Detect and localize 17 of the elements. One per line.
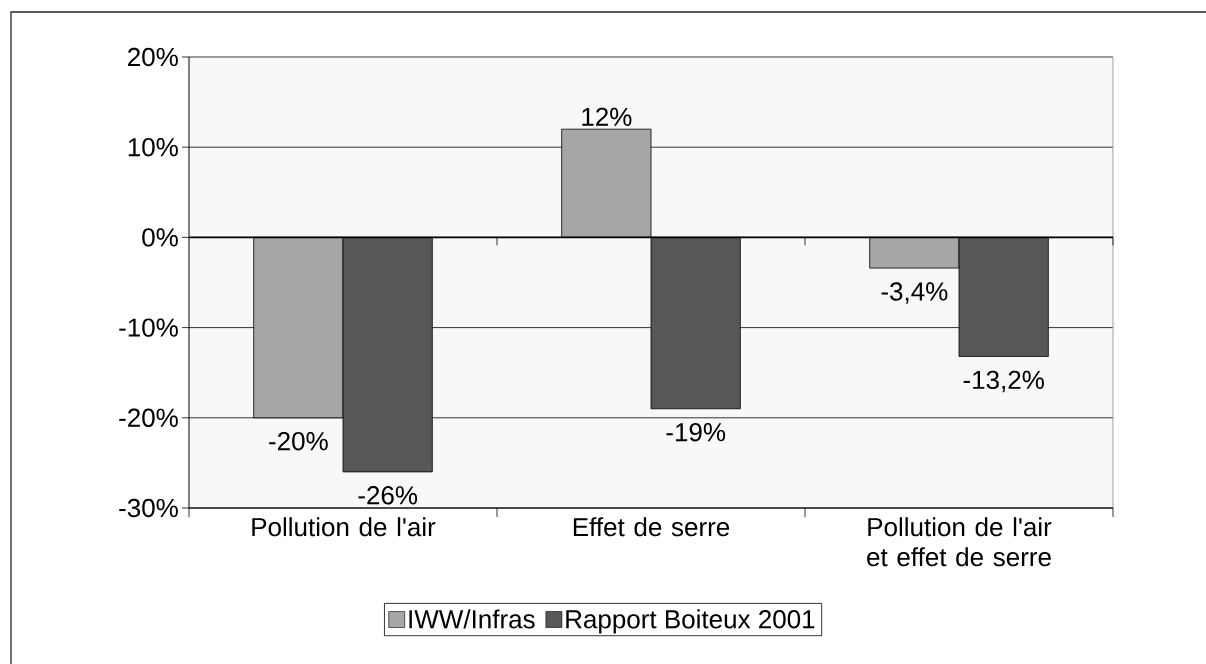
data-label: -19% — [666, 422, 726, 442]
data-label: -13,2% — [963, 370, 1044, 393]
x-tick-label: Effet de serre — [573, 517, 730, 537]
y-tick-label: 0% — [142, 228, 178, 247]
data-label: -26% — [358, 486, 418, 505]
x-tick-label: Pollution de l'air — [252, 517, 436, 537]
data-label: -20% — [269, 432, 328, 451]
y-tick-label: -30% — [119, 498, 178, 518]
y-tick-label: 10% — [128, 137, 178, 157]
data-label: -3,4% — [881, 282, 948, 304]
legend-label: Rapport Boiteux 2001 — [566, 609, 815, 634]
y-tick-label: -20% — [119, 408, 178, 427]
legend-label: IWW/Infras — [409, 609, 535, 629]
data-label: 12% — [582, 107, 632, 126]
x-tick-label: Pollution de l'air et effet de serre — [867, 517, 1052, 567]
y-tick-label: -10% — [119, 318, 178, 337]
y-tick-label: 20% — [128, 47, 178, 67]
